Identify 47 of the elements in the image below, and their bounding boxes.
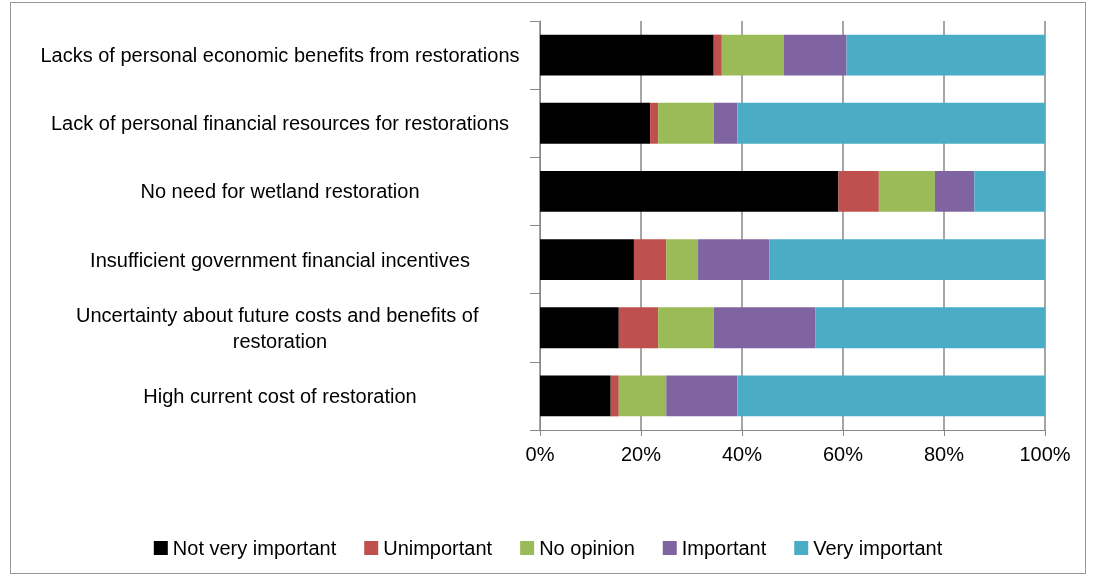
x-tick-label: 20% [620,443,662,465]
bar [815,307,1045,349]
y-tick-label: Uncertainty about future costs and benefits of restoration [75,303,485,352]
bar [713,102,738,144]
bar [540,102,651,144]
bar [540,307,619,349]
bar [540,170,839,212]
legend-label: No opinion [539,537,635,559]
bar [878,170,935,212]
bar [721,34,784,76]
x-tick-label: 80% [923,443,965,465]
bar [540,239,634,281]
legend-label: Unimportant [383,537,493,559]
bar [974,170,1045,212]
bar [783,34,847,76]
bar [846,34,1045,76]
x-tick-label: 60% [822,443,864,465]
bar [769,239,1045,281]
x-tick-label: 0% [525,443,555,465]
bar [618,375,667,417]
y-tick-label: High current cost of restoration [143,384,417,407]
bar [540,375,611,417]
bar [540,34,714,76]
bar [658,102,714,144]
legend-label: Not very important [172,537,337,559]
bar [838,170,879,212]
bar [610,375,619,417]
x-tick-label: 40% [721,443,763,465]
bar [618,307,659,349]
bar [737,102,1045,144]
bar [658,307,714,349]
bar [650,102,659,144]
y-tick-label: No need for wetland restoration [140,180,420,203]
y-tick-label: Lacks of personal economic benefits from restorations [40,44,520,67]
x-tick-label: 100% [1019,443,1071,465]
bar [713,307,816,349]
legend-label: Very important [813,537,943,559]
bar [698,239,770,281]
y-tick-label: Lack of personal financial resources for restorations [50,112,510,135]
bar [934,170,975,212]
bar [666,239,699,281]
legend-label: Important [681,537,767,559]
bar [633,239,667,281]
bar [737,375,1045,417]
y-tick-label: Insufficient government financial incentives [90,248,470,271]
bar [666,375,738,417]
bar [713,34,722,76]
